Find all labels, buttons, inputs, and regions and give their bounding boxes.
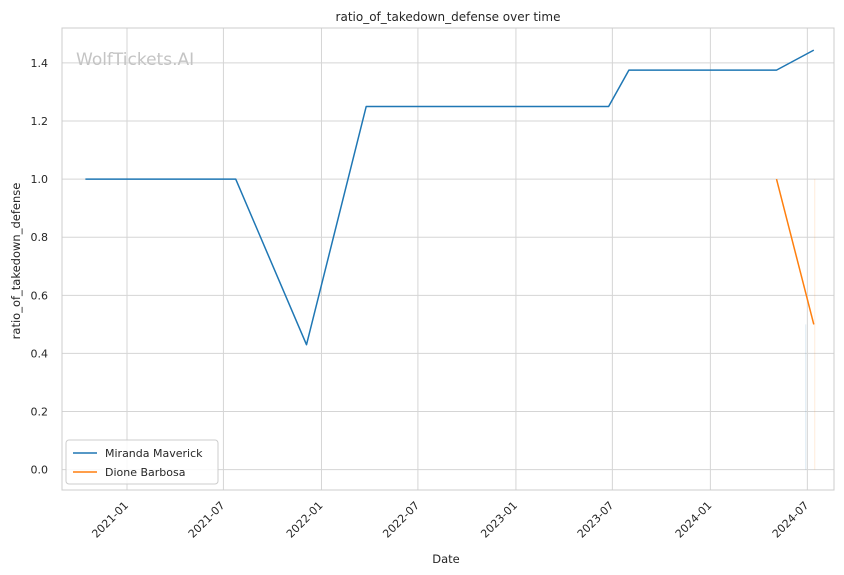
y-axis-label: ratio_of_takedown_defense [9,183,23,340]
y-tick-labels: 0.0 0.2 0.4 0.6 0.8 1.0 1.2 1.4 [31,57,49,477]
y-tick-label: 0.2 [31,406,49,419]
plot-frame [61,27,835,491]
y-tick-label: 0.0 [31,464,49,477]
legend-label: Dione Barbosa [105,466,186,479]
watermark: WolfTickets.AI [76,50,194,70]
x-axis-label: Date [432,552,460,566]
y-tick-label: 1.2 [31,115,49,128]
series-line-1 [775,178,815,325]
legend: Miranda Maverick Dione Barbosa [65,439,219,485]
y-tick-label: 1.4 [31,57,49,70]
faint-lines [805,179,816,470]
series-group [85,49,815,346]
legend-box [65,439,219,485]
chart-title: ratio_of_takedown_defense over time [336,10,561,24]
legend-label: Miranda Maverick [105,447,203,460]
y-tick-label: 0.8 [31,231,49,244]
y-tick-label: 0.4 [31,347,49,360]
y-tick-label: 1.0 [31,173,49,186]
series-line-0 [85,49,815,346]
y-tick-label: 0.6 [31,289,49,302]
